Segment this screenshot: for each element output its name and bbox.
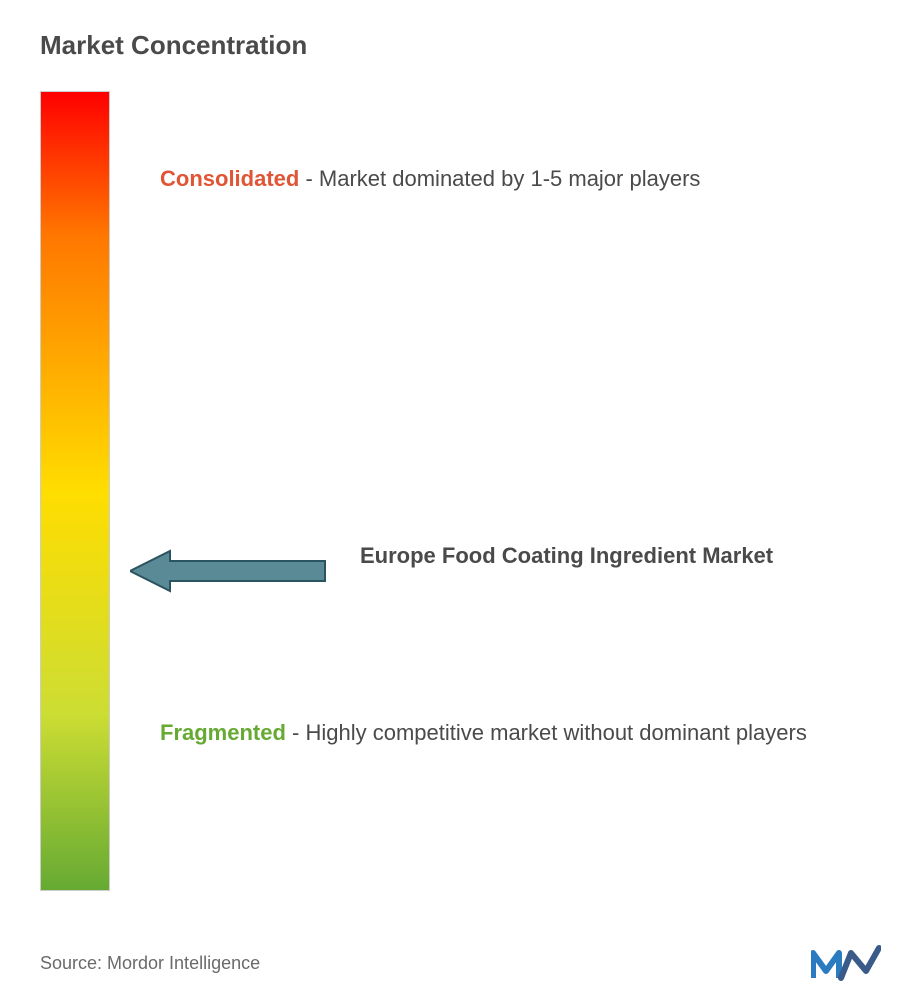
labels-area: Consolidated - Market dominated by 1-5 m… bbox=[110, 91, 881, 901]
arrow-icon bbox=[130, 546, 330, 596]
fragmented-description: - Highly competitive market without domi… bbox=[292, 720, 807, 745]
consolidated-row: Consolidated - Market dominated by 1-5 m… bbox=[160, 166, 861, 192]
chart-title: Market Concentration bbox=[40, 30, 881, 61]
market-label: Europe Food Coating Ingredient Market bbox=[360, 541, 861, 572]
footer: Source: Mordor Intelligence bbox=[40, 943, 881, 983]
concentration-gradient-bar bbox=[40, 91, 110, 891]
fragmented-label: Fragmented bbox=[160, 720, 286, 745]
consolidated-description: - Market dominated by 1-5 major players bbox=[305, 166, 700, 191]
mordor-logo-icon bbox=[811, 943, 881, 983]
arrow-container bbox=[130, 546, 330, 596]
content-area: Consolidated - Market dominated by 1-5 m… bbox=[40, 91, 881, 901]
source-text: Source: Mordor Intelligence bbox=[40, 953, 260, 974]
fragmented-row: Fragmented - Highly competitive market w… bbox=[160, 716, 861, 749]
consolidated-label: Consolidated bbox=[160, 166, 299, 191]
